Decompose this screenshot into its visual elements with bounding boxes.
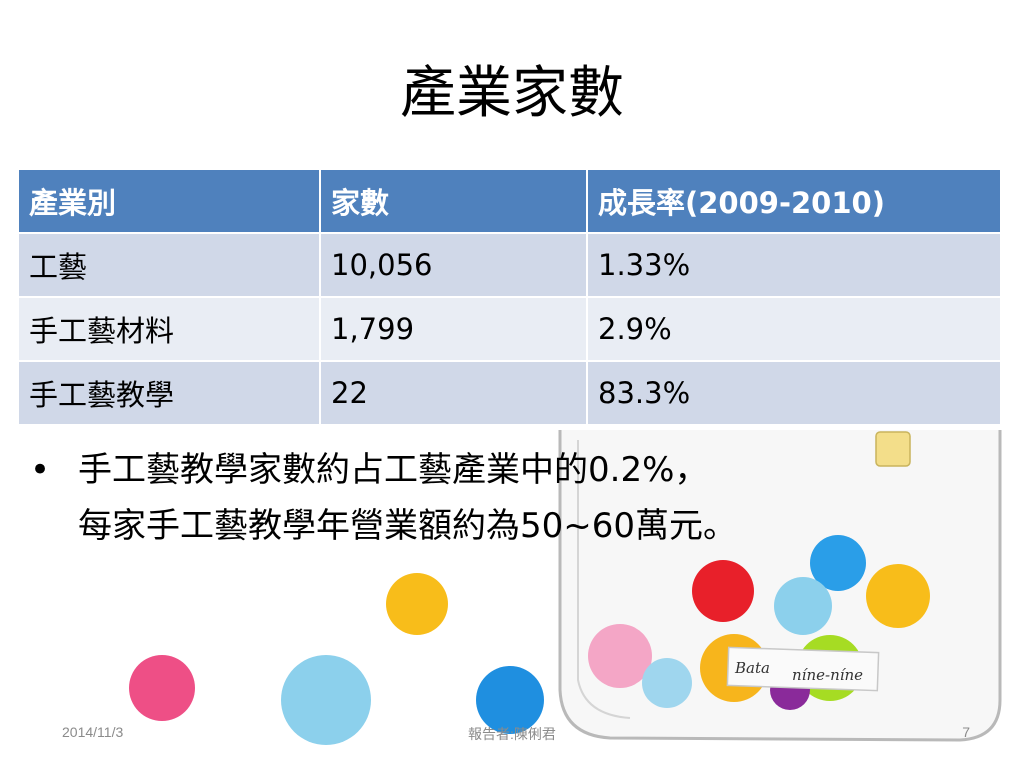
- candy-lightblue: [774, 577, 832, 635]
- footer-presenter: 報告者:陳俐君: [468, 726, 556, 742]
- candy-pink-loose: [129, 655, 195, 721]
- cell-industry: 手工藝材料: [17, 296, 321, 362]
- jar-tag: [875, 431, 911, 467]
- cell-growth: 83.3%: [586, 360, 1002, 426]
- candy-lightblue-loose: [281, 655, 371, 745]
- bullet-marker: •: [30, 450, 51, 490]
- header-growth: 成長率(2009-2010): [586, 168, 1002, 234]
- candy-yellow-loose: [386, 573, 448, 635]
- industry-table: 產業別 家數 成長率(2009-2010) 工藝 10,056 1.33% 手工…: [17, 168, 1002, 426]
- candy-yellow: [866, 564, 930, 628]
- jar-label-left: Bata: [734, 659, 770, 677]
- table-row: 手工藝材料 1,799 2.9%: [17, 296, 1002, 362]
- cell-industry: 手工藝教學: [17, 360, 321, 426]
- candy-pink: [588, 624, 652, 688]
- slide-title: 產業家數: [400, 61, 624, 126]
- cell-count: 22: [319, 360, 588, 426]
- jar-inner-line: [577, 440, 631, 719]
- footer-date: 2014/11/3: [62, 724, 124, 740]
- table-row: 手工藝教學 22 83.3%: [17, 360, 1002, 426]
- candy-lightblue-small: [642, 658, 692, 708]
- footer-page-number: 7: [962, 724, 970, 740]
- candy-blue-loose: [476, 666, 544, 734]
- cell-count: 1,799: [319, 296, 588, 362]
- jar-label-right: níne-níne: [792, 666, 863, 684]
- header-industry: 產業別: [17, 168, 321, 234]
- cell-industry: 工藝: [17, 232, 321, 298]
- jar-label: [726, 646, 880, 692]
- bullet-line-2: 每家手工藝教學年營業額約為50~60萬元。: [78, 506, 738, 546]
- cell-growth: 1.33%: [586, 232, 1002, 298]
- header-count: 家數: [319, 168, 588, 234]
- table-row: 工藝 10,056 1.33%: [17, 232, 1002, 298]
- candy-red: [692, 560, 754, 622]
- table-header-row: 產業別 家數 成長率(2009-2010): [17, 168, 1002, 234]
- cell-growth: 2.9%: [586, 296, 1002, 362]
- bullet-line-1: 手工藝教學家數約占工藝產業中的0.2%，: [78, 450, 709, 490]
- cell-count: 10,056: [319, 232, 588, 298]
- bullet-text: 手工藝教學家數約占工藝產業中的0.2%， 每家手工藝教學年營業額約為50~60萬…: [78, 442, 928, 554]
- candy-blue: [810, 535, 866, 591]
